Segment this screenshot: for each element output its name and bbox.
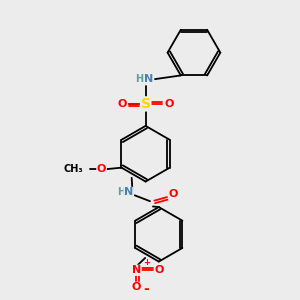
Text: S: S bbox=[141, 97, 151, 111]
Text: -: - bbox=[143, 282, 148, 296]
Text: +: + bbox=[143, 258, 150, 267]
Text: CH₃: CH₃ bbox=[64, 164, 83, 174]
Text: H: H bbox=[117, 188, 125, 197]
Text: O: O bbox=[154, 265, 164, 275]
Text: O: O bbox=[169, 189, 178, 199]
Text: O: O bbox=[118, 99, 127, 109]
Text: O: O bbox=[132, 282, 141, 292]
Text: O: O bbox=[164, 99, 174, 109]
Text: O: O bbox=[97, 164, 106, 174]
Text: H: H bbox=[135, 74, 143, 84]
Text: N: N bbox=[145, 74, 154, 84]
Text: N: N bbox=[132, 265, 141, 275]
Text: N: N bbox=[124, 188, 133, 197]
